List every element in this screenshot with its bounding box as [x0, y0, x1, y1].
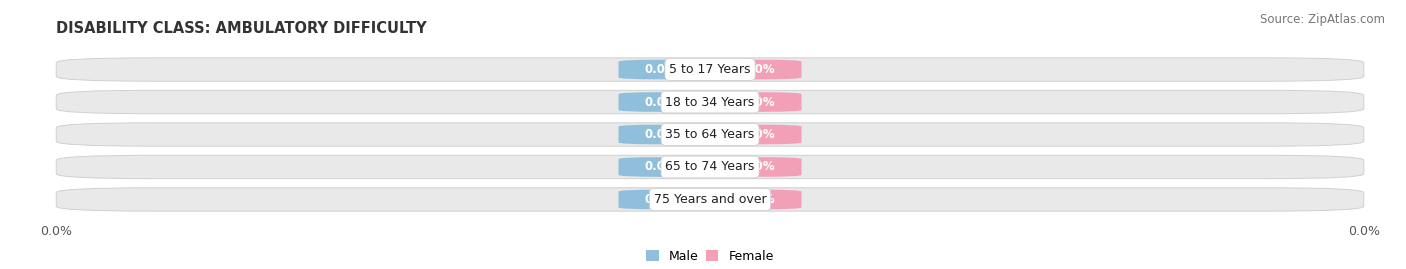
FancyBboxPatch shape [619, 60, 703, 79]
Text: 0.0%: 0.0% [742, 193, 775, 206]
FancyBboxPatch shape [56, 123, 1364, 146]
Text: 5 to 17 Years: 5 to 17 Years [669, 63, 751, 76]
FancyBboxPatch shape [717, 157, 801, 177]
Text: 0.0%: 0.0% [645, 161, 678, 174]
FancyBboxPatch shape [619, 157, 703, 177]
FancyBboxPatch shape [717, 190, 801, 209]
Text: Source: ZipAtlas.com: Source: ZipAtlas.com [1260, 13, 1385, 26]
FancyBboxPatch shape [56, 155, 1364, 179]
Text: DISABILITY CLASS: AMBULATORY DIFFICULTY: DISABILITY CLASS: AMBULATORY DIFFICULTY [56, 21, 427, 36]
Text: 0.0%: 0.0% [645, 63, 678, 76]
Text: 0.0%: 0.0% [645, 193, 678, 206]
FancyBboxPatch shape [619, 125, 703, 144]
Text: 0.0%: 0.0% [742, 95, 775, 108]
FancyBboxPatch shape [619, 190, 703, 209]
Legend: Male, Female: Male, Female [647, 250, 773, 263]
Text: 18 to 34 Years: 18 to 34 Years [665, 95, 755, 108]
Text: 35 to 64 Years: 35 to 64 Years [665, 128, 755, 141]
Text: 0.0%: 0.0% [742, 128, 775, 141]
FancyBboxPatch shape [56, 188, 1364, 211]
FancyBboxPatch shape [619, 92, 703, 112]
Text: 0.0%: 0.0% [645, 128, 678, 141]
FancyBboxPatch shape [56, 90, 1364, 114]
Text: 0.0%: 0.0% [742, 161, 775, 174]
FancyBboxPatch shape [717, 125, 801, 144]
FancyBboxPatch shape [56, 58, 1364, 81]
FancyBboxPatch shape [717, 60, 801, 79]
Text: 75 Years and over: 75 Years and over [654, 193, 766, 206]
Text: 0.0%: 0.0% [742, 63, 775, 76]
Text: 0.0%: 0.0% [645, 95, 678, 108]
Text: 65 to 74 Years: 65 to 74 Years [665, 161, 755, 174]
FancyBboxPatch shape [717, 92, 801, 112]
